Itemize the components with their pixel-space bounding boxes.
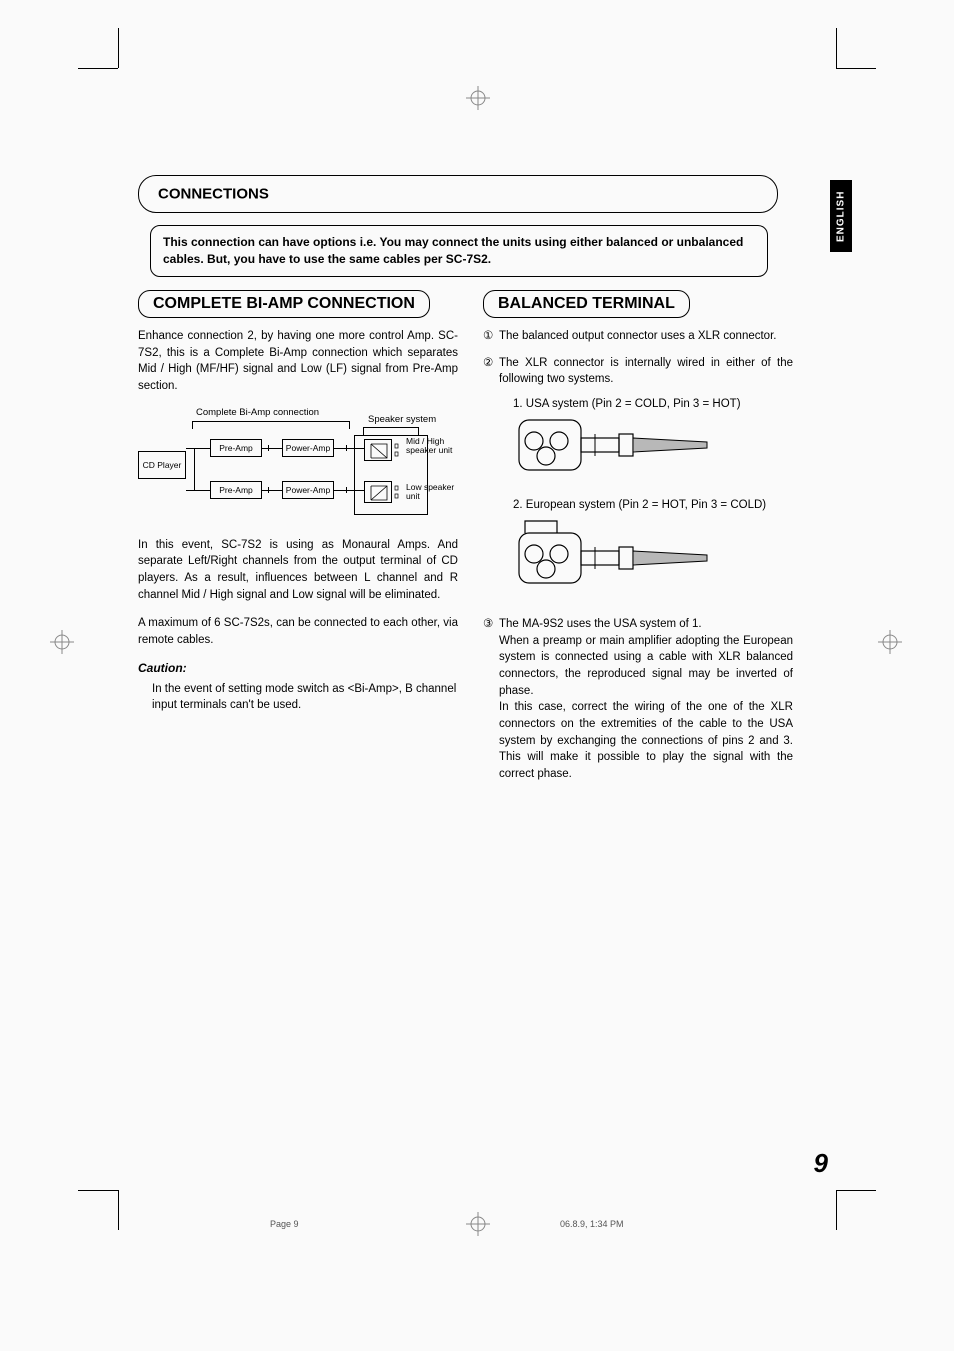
diagram-title: Complete Bi-Amp connection [196, 407, 319, 418]
crop-mark [78, 68, 118, 69]
terminal-icon [394, 485, 404, 499]
section-header-title: CONNECTIONS [158, 186, 269, 203]
registration-mark-icon [50, 630, 74, 654]
wire [262, 448, 282, 449]
biamp-diagram: Complete Bi-Amp connection Speaker syste… [138, 407, 458, 525]
item3-line2: When a preamp or main amplifier adopting… [499, 633, 793, 700]
right-column: BALANCED TERMINAL ① The balanced output … [483, 290, 793, 793]
footer-timestamp: 06.8.9, 1:34 PM [560, 1219, 624, 1229]
registration-mark-icon [878, 630, 902, 654]
system-2-label: 2. European system (Pin 2 = HOT, Pin 3 =… [483, 499, 793, 511]
wire [334, 448, 364, 449]
mid-high-label: Mid / High speaker unit [406, 437, 458, 456]
diagram-bracket [192, 421, 350, 429]
caution-heading: Caution: [138, 661, 458, 675]
footer-page: Page 9 [270, 1219, 299, 1229]
item3-line3: In this case, correct the wiring of the … [499, 699, 793, 782]
xlr-usa-diagram [517, 418, 793, 477]
poweramp-box: Power-Amp [282, 439, 334, 457]
list-marker: ① [483, 328, 499, 345]
wire [262, 490, 282, 491]
preamp-box: Pre-Amp [210, 481, 262, 499]
balanced-header: BALANCED TERMINAL [483, 290, 690, 318]
section-header: CONNECTIONS [138, 175, 778, 213]
wire [268, 487, 269, 493]
list-marker: ② [483, 355, 499, 388]
cd-player-box: CD Player [138, 451, 186, 479]
preamp-box: Pre-Amp [210, 439, 262, 457]
crop-mark [836, 1190, 876, 1191]
speaker-system-label: Speaker system [368, 414, 436, 425]
poweramp-box: Power-Amp [282, 481, 334, 499]
low-label: Low speaker unit [406, 483, 458, 502]
speaker-bracket [363, 427, 419, 435]
page: ENGLISH CONNECTIONS This connection can … [0, 0, 954, 1351]
wire [346, 445, 347, 451]
speaker-icon [364, 481, 392, 503]
crop-mark [836, 28, 837, 68]
list-item-1: ① The balanced output connector uses a X… [483, 328, 793, 345]
wire [346, 487, 347, 493]
list-marker: ③ [483, 616, 499, 783]
item3-line1: The MA-9S2 uses the USA system of 1. [499, 616, 793, 633]
registration-mark-icon [466, 86, 490, 110]
biamp-para3: A maximum of 6 SC-7S2s, can be connected… [138, 615, 458, 648]
list-text: The MA-9S2 uses the USA system of 1. Whe… [499, 616, 793, 783]
system-1-label: 1. USA system (Pin 2 = COLD, Pin 3 = HOT… [483, 398, 793, 410]
xlr-euro-diagram [517, 519, 793, 594]
terminal-icon [394, 443, 404, 457]
caution-body: In the event of setting mode switch as <… [138, 681, 458, 713]
speaker-icon [364, 439, 392, 461]
biamp-para1: Enhance connection 2, by having one more… [138, 328, 458, 395]
wire [186, 490, 210, 491]
biamp-header: COMPLETE BI-AMP CONNECTION [138, 290, 430, 318]
crop-mark [836, 1190, 837, 1230]
page-number: 9 [814, 1148, 828, 1179]
wire [194, 448, 195, 490]
list-text: The XLR connector is internally wired in… [499, 355, 793, 388]
language-tab: ENGLISH [830, 180, 852, 252]
list-item-3: ③ The MA-9S2 uses the USA system of 1. W… [483, 616, 793, 783]
info-box: This connection can have options i.e. Yo… [150, 225, 768, 277]
crop-mark [78, 1190, 118, 1191]
biamp-para2: In this event, SC-7S2 is using as Monaur… [138, 537, 458, 604]
crop-mark [118, 1190, 119, 1230]
crop-mark [836, 68, 876, 69]
crop-mark [118, 28, 119, 68]
registration-mark-icon [466, 1212, 490, 1236]
left-column: COMPLETE BI-AMP CONNECTION Enhance conne… [138, 290, 458, 713]
wire [334, 490, 364, 491]
list-text: The balanced output connector uses a XLR… [499, 328, 776, 345]
wire [186, 448, 210, 449]
wire [268, 445, 269, 451]
list-item-2: ② The XLR connector is internally wired … [483, 355, 793, 388]
